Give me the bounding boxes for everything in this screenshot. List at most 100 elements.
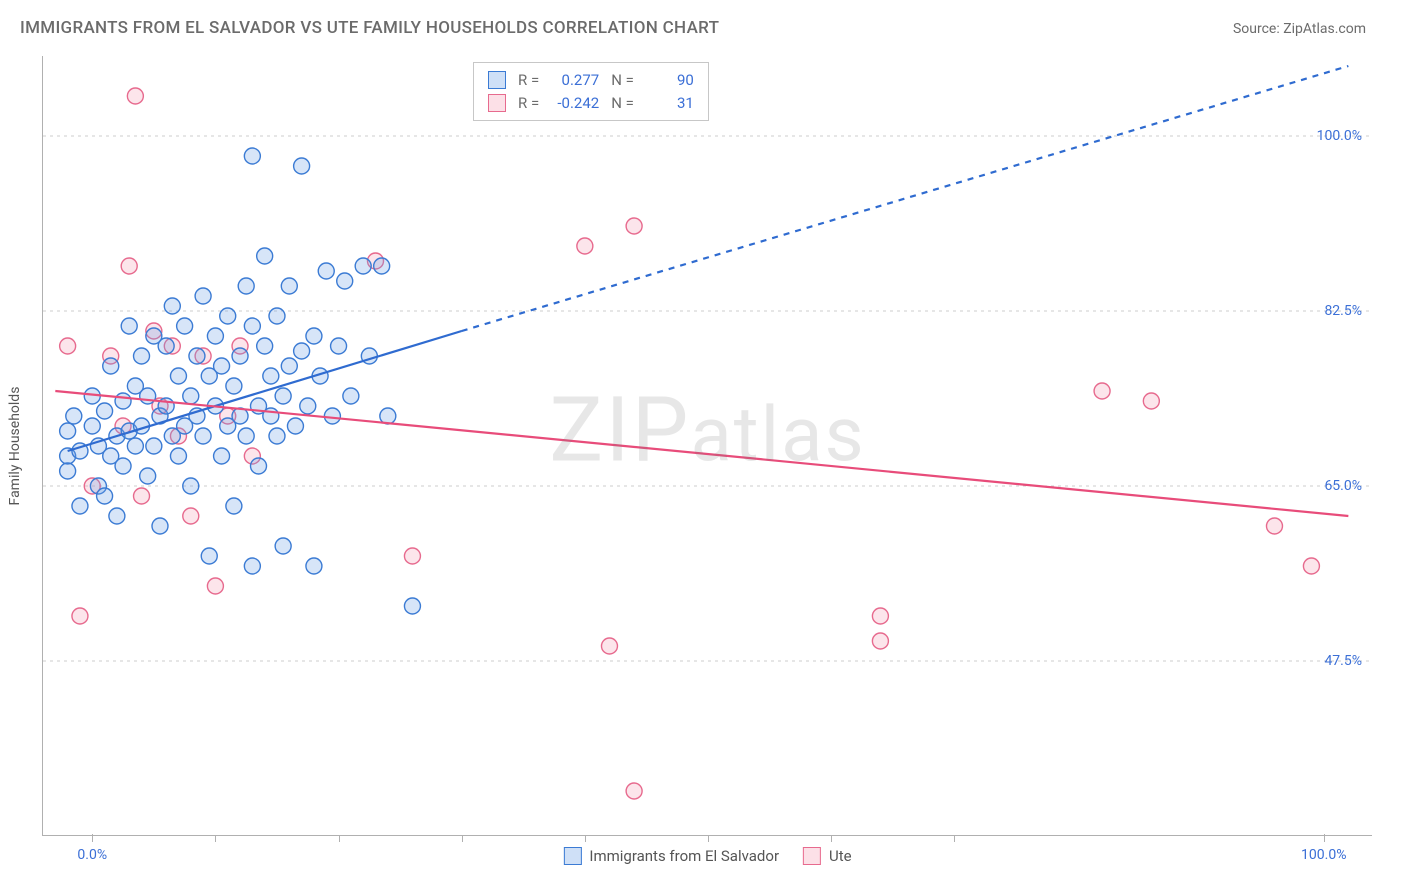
scatter-point [60,423,76,439]
scatter-point [244,318,260,334]
scatter-point [601,638,617,654]
scatter-point [97,488,113,504]
scatter-point [1303,558,1319,574]
scatter-point [281,278,297,294]
r-value: -0.242 [547,92,599,115]
scatter-point [127,88,143,104]
scatter-point [189,348,205,364]
scatter-point [331,338,347,354]
scatter-point [626,783,642,799]
chart-svg [43,56,1372,835]
scatter-point [300,398,316,414]
scatter-point [1266,518,1282,534]
scatter-point [1094,383,1110,399]
scatter-point [306,558,322,574]
chart-title: IMMIGRANTS FROM EL SALVADOR VS UTE FAMIL… [20,18,719,38]
scatter-point [287,418,303,434]
n-value: 90 [642,69,694,92]
scatter-point [257,338,273,354]
scatter-point [183,388,199,404]
scatter-point [238,428,254,444]
scatter-point [404,598,420,614]
scatter-point [404,548,420,564]
x-tick [1324,834,1325,842]
x-tick [215,835,216,842]
scatter-point [214,448,230,464]
r-value: 0.277 [547,69,599,92]
legend-swatch [488,71,506,89]
x-tick [831,835,832,842]
scatter-point [343,388,359,404]
scatter-point [195,288,211,304]
scatter-point [324,408,340,424]
scatter-point [97,403,113,419]
n-label: N = [611,92,634,115]
scatter-point [1143,393,1159,409]
scatter-point [294,343,310,359]
x-tick [339,835,340,842]
scatter-point [226,498,242,514]
scatter-point [207,578,223,594]
scatter-point [244,148,260,164]
scatter-point [238,278,254,294]
x-tick [462,835,463,842]
scatter-point [170,368,186,384]
scatter-point [134,348,150,364]
scatter-point [177,318,193,334]
scatter-point [872,608,888,624]
x-tick-label: 0.0% [77,847,107,863]
scatter-point [251,458,267,474]
scatter-point [269,308,285,324]
scatter-point [294,158,310,174]
r-label: R = [518,92,539,115]
scatter-point [140,388,156,404]
scatter-point [226,378,242,394]
r-label: R = [518,69,539,92]
scatter-point [84,418,100,434]
scatter-point [140,468,156,484]
legend-item: Immigrants from El Salvador [563,847,779,865]
scatter-point [207,328,223,344]
y-tick-label: 100.0% [1317,128,1362,144]
scatter-point [275,538,291,554]
x-tick [92,834,93,842]
scatter-point [281,358,297,374]
scatter-point [306,328,322,344]
n-value: 31 [642,92,694,115]
scatter-point [201,548,217,564]
scatter-point [263,368,279,384]
scatter-point [355,258,371,274]
scatter-point [127,438,143,454]
x-tick [954,835,955,842]
scatter-point [872,633,888,649]
scatter-point [152,518,168,534]
scatter-point [257,248,273,264]
scatter-point [60,463,76,479]
y-tick-label: 47.5% [1324,653,1362,669]
legend-row: R = -0.242 N = 31 [488,92,694,115]
scatter-point [269,428,285,444]
series-legend: Immigrants from El Salvador Ute [563,847,851,865]
scatter-point [134,488,150,504]
chart-plot-area: Family Households ZIPatlas R =0.277N =90… [42,56,1372,836]
legend-label: Ute [829,847,852,865]
scatter-point [195,428,211,444]
x-tick-label: 100.0% [1301,847,1346,863]
scatter-point [318,263,334,279]
scatter-point [115,393,131,409]
scatter-point [183,508,199,524]
scatter-point [214,358,230,374]
scatter-point [72,608,88,624]
scatter-point [146,438,162,454]
legend-swatch [488,94,506,112]
scatter-point [60,338,76,354]
n-label: N = [611,69,634,92]
scatter-point [232,348,248,364]
scatter-point [121,258,137,274]
x-tick [585,835,586,842]
scatter-point [170,448,186,464]
scatter-point [72,498,88,514]
legend-swatch [803,847,821,865]
correlation-legend: R = 0.277 N = 90 R = -0.242 N = 31 [473,62,709,121]
scatter-point [158,338,174,354]
